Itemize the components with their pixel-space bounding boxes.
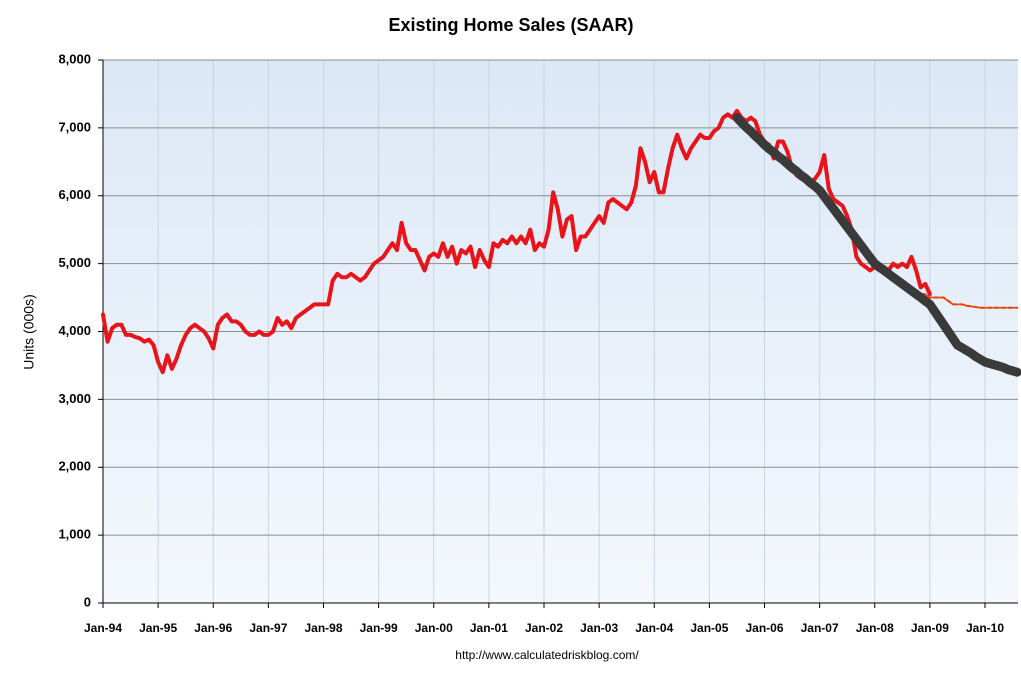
y-tick-label: 6,000: [58, 187, 91, 202]
x-tick-label: Jan-05: [690, 621, 728, 635]
x-tick-label: Jan-00: [415, 621, 453, 635]
x-tick-label: Jan-95: [139, 621, 177, 635]
x-tick-label: Jan-10: [966, 621, 1004, 635]
x-tick-label: Jan-04: [635, 621, 673, 635]
line-series: [732, 113, 1021, 377]
x-tick-label: Jan-99: [360, 621, 398, 635]
y-axis-label: Units (000s): [21, 294, 37, 369]
y-tick-label: 5,000: [58, 255, 91, 270]
x-tick-label: Jan-06: [745, 621, 783, 635]
x-tick-label: Jan-07: [801, 621, 839, 635]
chart-title: Existing Home Sales (SAAR): [388, 15, 633, 35]
y-tick-label: 7,000: [58, 119, 91, 134]
y-tick-label: 1,000: [58, 527, 91, 542]
y-tick-label: 4,000: [58, 323, 91, 338]
x-tick-label: Jan-08: [856, 621, 894, 635]
y-tick-label: 0: [84, 594, 91, 609]
y-tick-label: 2,000: [58, 459, 91, 474]
y-tick-label: 8,000: [58, 51, 91, 66]
x-tick-label: Jan-01: [470, 621, 508, 635]
line-series: [919, 293, 1019, 309]
x-tick-label: Jan-94: [84, 621, 122, 635]
x-tick-label: Jan-03: [580, 621, 618, 635]
source: http://www.calculatedriskblog.com/: [455, 648, 639, 662]
x-tick-label: Jan-98: [304, 621, 342, 635]
y-tick-label: 3,000: [58, 391, 91, 406]
x-tick-label: Jan-97: [249, 621, 287, 635]
x-tick-label: Jan-09: [911, 621, 949, 635]
x-tick-label: Jan-02: [525, 621, 563, 635]
x-tick-label: Jan-96: [194, 621, 232, 635]
